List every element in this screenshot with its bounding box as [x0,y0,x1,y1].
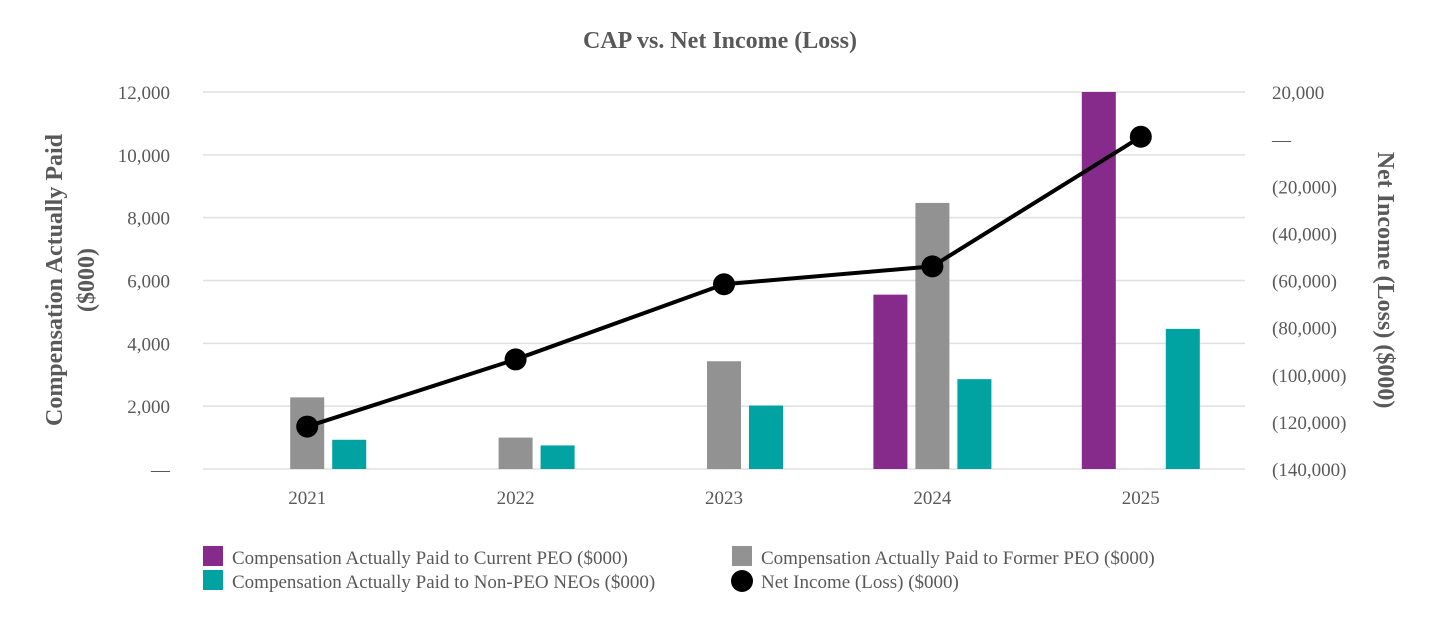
y-tick-label: — [150,460,171,481]
y2-tick-label: — [1271,130,1292,151]
y-tick-label: 10,000 [118,146,170,167]
y-tick-label: 4,000 [127,334,170,355]
legend-swatch-net-income [731,570,753,592]
net-income-point-2023 [713,273,735,296]
bar-1-2024 [873,294,908,469]
bar-3-2022 [540,445,575,469]
y2-tick-label: (60,000) [1272,272,1337,293]
legend-label: Compensation Actually Paid to Current PE… [232,548,628,569]
bar-3-2025 [1165,328,1200,469]
y2-tick-label: (100,000) [1272,366,1346,387]
y2-tick-label: 20,000 [1272,83,1324,104]
legend-swatch-1 [203,546,223,566]
left-axis-ticks: — 2,000 4,000 6,000 8,000 10,000 12,000 [118,83,171,481]
right-axis-ticks: (140,000) (120,000) (100,000) (80,000) (60,0… [1271,83,1346,481]
y-axis-label-line-1: Compensation Actually Paid [42,133,68,426]
y-tick-label: 12,000 [118,83,170,104]
x-tick-label: 2022 [497,488,535,509]
legend-label: Compensation Actually Paid to Non-PEO NE… [232,572,655,593]
legend-label: Compensation Actually Paid to Former PEO… [761,548,1155,569]
y-tick-label: 2,000 [127,397,170,418]
legend: Compensation Actually Paid to Current PE… [203,546,1155,593]
x-tick-label: 2023 [705,488,743,509]
net-income-point-2025 [1129,125,1152,148]
x-tick-label: 2024 [913,488,952,509]
net-income-line [296,125,1152,438]
y-axis-label: Compensation Actually Paid ($000) [42,133,100,426]
legend-label: Net Income (Loss) ($000) [761,572,959,593]
net-income-point-2021 [296,415,319,438]
legend-swatch-2 [732,546,752,566]
bar-1-2025 [1081,92,1116,469]
y2-tick-label: (140,000) [1272,460,1346,481]
bar-3-2021 [332,439,367,469]
bar-3-2023 [749,405,783,469]
x-tick-label: 2025 [1122,488,1160,509]
bar-2-2022 [498,437,533,469]
y2-tick-label: (20,000) [1272,177,1337,198]
y2-tick-label: (40,000) [1272,224,1337,245]
bar-2-2023 [707,361,741,469]
y-tick-label: 6,000 [127,272,170,293]
bar-3-2024 [957,379,992,469]
net-income-point-2022 [504,348,527,371]
y2-axis-label: Net Income (Loss) ($000) [1372,152,1398,409]
x-tick-label: 2021 [288,488,326,509]
y2-tick-label: (80,000) [1272,319,1337,340]
chart-title: CAP vs. Net Income (Loss) [583,28,857,54]
y2-tick-label: (120,000) [1272,413,1346,434]
legend-swatch-3 [203,570,223,590]
net-income-point-2024 [921,255,944,278]
x-axis-ticks: 2021 2022 2023 2024 2025 [288,488,1160,509]
bar-2-2024 [915,202,950,470]
y-tick-label: 8,000 [127,209,170,230]
bars [290,92,1200,470]
y-axis-label-line-2: ($000) [74,248,100,312]
